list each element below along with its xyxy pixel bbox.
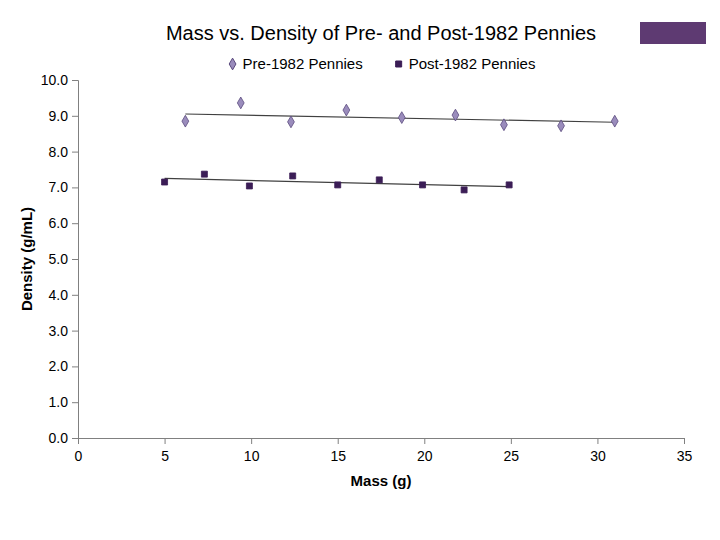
legend-marker: [229, 58, 236, 70]
point: [461, 187, 467, 193]
x-tick-mark: [251, 438, 252, 444]
x-tick: 35: [677, 438, 693, 464]
y-tick: 3.0: [49, 323, 78, 339]
y-tick-mark: [72, 116, 78, 117]
x-tick-mark: [338, 438, 339, 444]
plot-area: [162, 97, 619, 193]
y-tick-label: 10.0: [41, 72, 68, 88]
y-axis-line: [72, 81, 79, 439]
y-tick-label: 0.0: [49, 430, 69, 446]
x-axis: 0 5 10 15 20 25 30 35: [75, 438, 693, 464]
x-tick-label: 0: [75, 448, 83, 464]
y-tick-label: 6.0: [49, 215, 69, 231]
x-tick: 10: [244, 438, 260, 464]
x-tick-label: 5: [161, 448, 169, 464]
x-tick-mark: [684, 438, 685, 444]
point: [182, 115, 189, 127]
x-tick: 0: [75, 438, 83, 464]
point: [162, 179, 168, 185]
point: [288, 116, 295, 128]
x-tick: 15: [330, 438, 346, 464]
legend-label: Pre-1982 Pennies: [243, 55, 363, 72]
legend-item: Post-1982 Pennies: [396, 55, 536, 72]
y-tick-label: 1.0: [49, 394, 69, 410]
x-tick: 5: [161, 438, 169, 464]
x-tick-mark: [424, 438, 425, 444]
y-tick-mark: [72, 366, 78, 367]
point: [558, 120, 565, 132]
y-tick: 0.0: [49, 430, 78, 446]
point: [343, 104, 350, 116]
y-tick-mark: [72, 402, 78, 403]
x-tick: 25: [504, 438, 520, 464]
point: [376, 177, 382, 183]
series: [162, 171, 513, 193]
y-tick: 10.0: [41, 72, 78, 88]
point: [398, 112, 405, 124]
x-tick-label: 10: [244, 448, 260, 464]
point: [420, 182, 426, 188]
point: [506, 182, 512, 188]
y-tick: 2.0: [49, 358, 78, 374]
x-axis-line: [79, 439, 685, 445]
x-tick-label: 15: [330, 448, 346, 464]
x-tick-label: 35: [677, 448, 693, 464]
point: [246, 183, 252, 189]
y-tick-label: 2.0: [49, 358, 69, 374]
chart: 0 5 10 15 20 25 30 35 0.0 1.0 2.0 3.0 4.0 5.0 6.0 7.0 8.…: [0, 0, 720, 540]
decoration: [640, 22, 706, 44]
point: [611, 115, 618, 127]
y-axis-title: Density (g/mL): [18, 207, 35, 311]
y-tick-label: 9.0: [49, 108, 69, 124]
point: [335, 182, 341, 188]
point: [501, 119, 508, 131]
title: Mass vs. Density of Pre- and Post-1982 P…: [166, 22, 596, 44]
legend-item: Pre-1982 Pennies: [229, 55, 362, 72]
series: [182, 97, 618, 132]
y-tick-mark: [72, 331, 78, 332]
y-tick: 5.0: [49, 251, 78, 267]
y-tick-label: 5.0: [49, 251, 69, 267]
y-tick-label: 7.0: [49, 179, 69, 195]
legend: Pre-1982 Pennies Post-1982 Pennies: [229, 55, 535, 72]
y-tick-mark: [72, 152, 78, 153]
point: [201, 171, 207, 177]
y-tick-mark: [72, 187, 78, 188]
y-axis: 0.0 1.0 2.0 3.0 4.0 5.0 6.0 7.0 8.0 9.0 10.0: [41, 72, 79, 446]
x-tick-label: 20: [417, 448, 433, 464]
y-tick-label: 8.0: [49, 144, 69, 160]
point: [452, 109, 459, 121]
y-tick: 8.0: [49, 144, 78, 160]
y-tick-mark: [72, 223, 78, 224]
legend-label: Post-1982 Pennies: [409, 55, 536, 72]
y-tick: 9.0: [49, 108, 78, 124]
x-tick-mark: [597, 438, 598, 444]
y-tick-mark: [72, 295, 78, 296]
y-tick-label: 3.0: [49, 323, 69, 339]
y-tick: 7.0: [49, 179, 78, 195]
x-tick-mark: [511, 438, 512, 444]
y-tick-label: 4.0: [49, 287, 69, 303]
y-tick: 4.0: [49, 287, 78, 303]
legend-marker: [396, 61, 402, 67]
y-tick-mark: [72, 259, 78, 260]
x-tick: 30: [590, 438, 606, 464]
x-axis-title: Mass (g): [351, 472, 412, 489]
y-tick: 1.0: [49, 394, 78, 410]
x-tick-mark: [165, 438, 166, 444]
y-tick-mark: [72, 438, 78, 439]
y-tick-mark: [72, 80, 78, 81]
x-tick-label: 25: [504, 448, 520, 464]
x-tick-label: 30: [590, 448, 606, 464]
y-tick: 6.0: [49, 215, 78, 231]
point: [237, 97, 244, 109]
point: [290, 173, 296, 179]
x-tick: 20: [417, 438, 433, 464]
